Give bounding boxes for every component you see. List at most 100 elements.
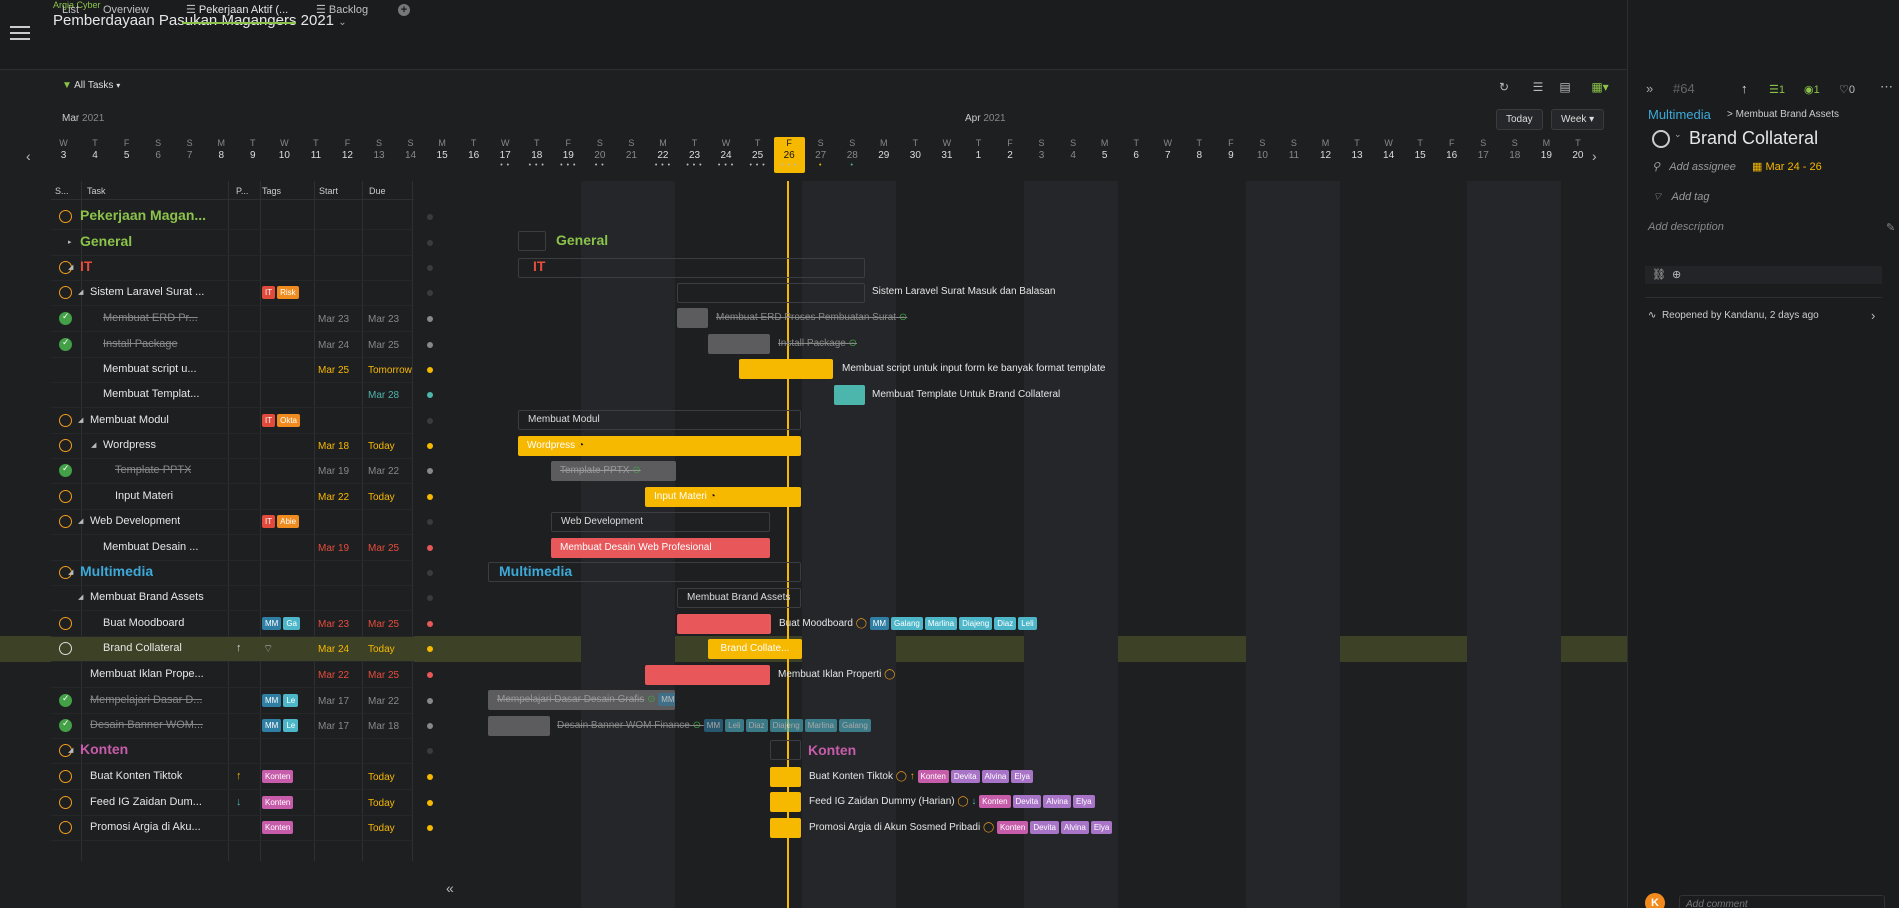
gantt-bar-pptx[interactable]: Template PPTX ⊙ — [551, 461, 676, 481]
task-row[interactable]: ◢ IT — [51, 255, 433, 281]
status-circle-icon[interactable] — [59, 414, 72, 427]
task-row[interactable]: Pekerjaan Magan... — [51, 204, 433, 230]
task-name[interactable]: Membuat Modul — [90, 414, 169, 426]
task-name[interactable]: Sistem Laravel Surat ... — [90, 286, 205, 298]
task-row[interactable]: Feed IG Zaidan Dum... ↓ Konten Today — [51, 790, 433, 816]
today-button[interactable]: Today — [1496, 109, 1543, 130]
task-row[interactable]: Membuat Iklan Prope... Mar 22 Mar 25 — [51, 662, 433, 688]
chevron-down-icon[interactable]: ⌄ — [338, 17, 347, 28]
task-name[interactable]: Konten — [80, 741, 129, 757]
status-circle-icon[interactable] — [59, 439, 72, 452]
gantt-label-feed[interactable]: Feed IG Zaidan Dummy (Harian) ◯ ↓ Konten… — [809, 792, 1097, 812]
task-name[interactable]: Membuat script u... — [103, 363, 197, 375]
breadcrumb-parent[interactable]: Multimedia — [1648, 107, 1711, 122]
tag-chip[interactable]: MM — [262, 719, 282, 732]
gantt-bar-collateral[interactable]: Brand Collate... — [708, 639, 802, 659]
gantt-bar-desain[interactable]: Membuat Desain Web Profesional — [551, 538, 770, 558]
due-date[interactable]: Today — [368, 644, 395, 655]
expand-icon[interactable]: ◢ — [68, 747, 74, 754]
tag-chip[interactable]: Konten — [262, 770, 294, 783]
task-name[interactable]: Multimedia — [80, 563, 154, 579]
task-row[interactable]: Membuat Templat... Mar 28 — [51, 382, 433, 408]
task-name[interactable]: General — [80, 233, 133, 249]
task-name[interactable]: Buat Moodboard — [103, 617, 185, 629]
task-row[interactable]: Buat Moodboard MM Ga Mar 23 Mar 25 — [51, 611, 433, 637]
gantt-label-script[interactable]: Membuat script untuk input form ke banya… — [842, 363, 1106, 374]
task-name[interactable]: Feed IG Zaidan Dum... — [90, 796, 202, 808]
comment-input[interactable]: Add comment — [1679, 895, 1885, 908]
status-circle-icon[interactable] — [59, 490, 72, 503]
start-date[interactable]: Mar 24 — [318, 644, 350, 655]
col-priority[interactable]: P... — [236, 186, 249, 196]
status-dropdown-icon[interactable]: ⌄ — [1674, 129, 1682, 139]
add-assignee[interactable]: ⚲ Add assignee — [1652, 161, 1736, 173]
status-circle-icon[interactable] — [59, 210, 72, 223]
due-date[interactable]: Mar 18 — [368, 721, 400, 732]
task-row[interactable]: Input Materi Mar 22 Today — [51, 484, 433, 510]
task-row[interactable]: ◢ Multimedia — [51, 560, 433, 586]
task-row[interactable]: Brand Collateral ↑ ⌔ Mar 24 Today — [51, 636, 433, 662]
status-circle-icon[interactable] — [59, 286, 72, 299]
start-date[interactable]: Mar 24 — [318, 340, 350, 351]
task-name[interactable]: Web Development — [90, 515, 181, 527]
expand-icon[interactable]: ◢ — [68, 264, 74, 271]
gantt-label-iklan[interactable]: Membuat Iklan Properti ◯ — [778, 669, 896, 680]
tag-chip[interactable]: Le — [283, 694, 299, 707]
outline-icon[interactable]: ☰ — [1532, 80, 1544, 94]
due-date[interactable]: Today — [368, 823, 395, 834]
activity-entry[interactable]: ∿ Reopened by Kandanu, 2 days ago — [1648, 310, 1819, 321]
tag-chip[interactable]: IT — [262, 286, 276, 299]
tag-chip[interactable]: Konten — [262, 796, 294, 809]
expand-icon[interactable]: ◢ — [68, 569, 74, 576]
status-circle-icon[interactable] — [59, 796, 72, 809]
gantt-bar-banner[interactable] — [488, 716, 550, 736]
task-row[interactable]: Buat Konten Tiktok ↑ Konten Today — [51, 764, 433, 790]
scroll-left-icon[interactable]: ‹ — [26, 148, 31, 164]
task-row[interactable]: Install Package Mar 24 Mar 25 — [51, 332, 433, 358]
task-name[interactable]: Desain Banner WOM... — [90, 719, 204, 731]
status-circle-icon[interactable] — [59, 770, 72, 783]
col-task[interactable]: Task — [87, 186, 106, 196]
refresh-icon[interactable]: ↻ — [1498, 80, 1510, 94]
start-date[interactable]: Mar 22 — [318, 670, 350, 681]
add-description[interactable]: Add description — [1648, 221, 1724, 233]
task-row[interactable]: ◢ Wordpress Mar 18 Today — [51, 433, 433, 459]
task-row[interactable]: ◢ Membuat Modul IT Okta — [51, 408, 433, 434]
gantt-bar-dasar[interactable]: Mempelajari Dasar Desain Grafis ⊙ MMLeli… — [488, 690, 675, 710]
task-name[interactable]: Promosi Argia di Aku... — [90, 821, 201, 833]
status-circle-icon[interactable] — [59, 515, 72, 528]
tab-pekerjaan-aktif[interactable]: ☰ Pekerjaan Aktif (... — [182, 0, 297, 24]
start-date[interactable]: Mar 19 — [318, 543, 350, 554]
start-date[interactable]: Mar 17 — [318, 721, 350, 732]
task-row[interactable]: ◢ Web Development IT Abie — [51, 509, 433, 535]
gantt-bar-tiktok[interactable] — [770, 767, 801, 787]
gantt-webdev[interactable]: Web Development — [551, 512, 770, 532]
like-count[interactable]: ♡0 — [1839, 84, 1855, 96]
task-row[interactable]: Template PPTX Mar 19 Mar 22 — [51, 458, 433, 484]
task-row[interactable]: Membuat Desain ... Mar 19 Mar 25 — [51, 535, 433, 561]
col-due[interactable]: Due — [369, 186, 386, 196]
watcher-count[interactable]: ◉1 — [1804, 84, 1820, 96]
status-circle-icon[interactable] — [59, 311, 72, 325]
col-start[interactable]: Start — [319, 186, 339, 196]
tag-chip[interactable]: MM — [262, 617, 282, 630]
gantt-bar-feed[interactable] — [770, 792, 801, 812]
gantt-label-install[interactable]: Install Package ⊙ — [778, 338, 857, 349]
date-range[interactable]: ▦ Mar 24 - 26 — [1752, 161, 1822, 173]
task-name[interactable]: Mempelajari Dasar D... — [90, 694, 203, 706]
gantt-label-sistem[interactable]: Sistem Laravel Surat Masuk dan Balasan — [872, 286, 1056, 297]
expand-icon[interactable]: ◢ — [78, 289, 84, 296]
task-row[interactable]: Membuat script u... Mar 25 Tomorrow — [51, 357, 433, 383]
chevron-right-icon[interactable]: › — [1871, 308, 1876, 323]
task-title[interactable]: Brand Collateral — [1689, 128, 1819, 148]
due-date[interactable]: Mar 22 — [368, 696, 400, 707]
task-name[interactable]: Membuat Desain ... — [103, 541, 199, 553]
due-date[interactable]: Mar 25 — [368, 619, 400, 630]
gantt-bar-wordpress[interactable]: Wordpress ◔ — [518, 436, 801, 456]
task-name[interactable]: IT — [80, 258, 93, 274]
expand-icon[interactable]: ◢ — [78, 417, 84, 424]
more-icon[interactable]: ⋯ — [1880, 79, 1893, 94]
gantt-label-banner[interactable]: Desain Banner WOM Finance ⊙ MM Leli Diaz Di… — [557, 716, 873, 736]
due-date[interactable]: Mar 25 — [368, 543, 400, 554]
tab-list[interactable]: List — [62, 4, 80, 16]
